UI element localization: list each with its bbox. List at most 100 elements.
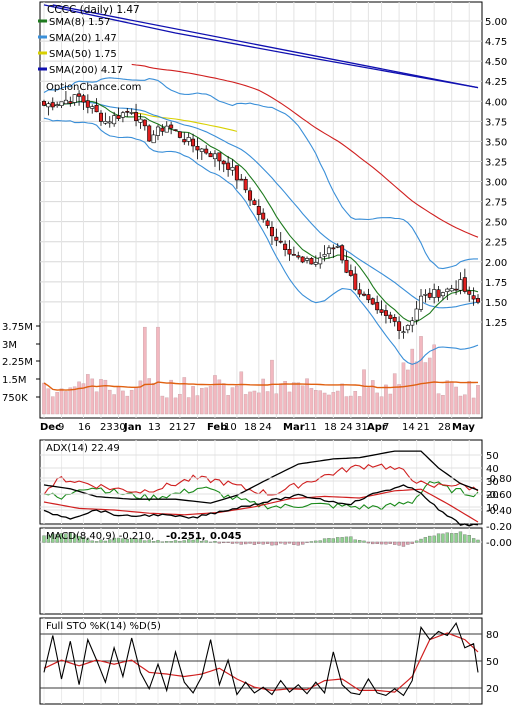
macd-histogram-bar <box>248 541 252 544</box>
macd-panel-tick-label: -0.60 <box>486 490 512 501</box>
volume-bar <box>463 394 467 415</box>
macd-histogram-bar <box>239 541 243 545</box>
price-tick-label: 4.75 <box>485 37 507 48</box>
candle-body <box>291 254 296 256</box>
volume-bar <box>77 381 81 415</box>
macd-histogram-bar <box>191 539 195 543</box>
price-tick-label: 3.50 <box>485 137 507 148</box>
volume-bar <box>217 379 222 415</box>
candle-body <box>414 308 419 321</box>
macd-histogram-bar <box>51 533 55 543</box>
volume-bar <box>94 391 99 415</box>
adx-panel-tick-label: 20 <box>486 490 499 501</box>
macd-histogram-bar <box>406 541 410 545</box>
candle-body <box>471 295 476 300</box>
candle-body <box>397 321 402 331</box>
candle-body <box>475 298 480 303</box>
candle-body <box>107 121 112 124</box>
macd-histogram-bar <box>450 533 454 543</box>
macd-histogram-bar <box>270 541 274 546</box>
candle-body <box>331 247 336 250</box>
macd-panel-tick-label: -0.00 <box>486 538 512 549</box>
macd-histogram-bar <box>147 539 151 543</box>
candle-body <box>138 118 143 123</box>
volume-bar <box>357 396 362 415</box>
macd-histogram-bar <box>151 541 156 543</box>
macd-histogram-bar <box>349 536 353 543</box>
volume-bar <box>296 382 301 415</box>
volume-bar <box>441 395 445 415</box>
macd-histogram-bar <box>230 541 235 544</box>
price-tick-label: 3.00 <box>485 178 507 189</box>
adx-panel-tick-label: 50 <box>486 451 499 462</box>
macd-histogram-bar <box>357 540 362 543</box>
macd-histogram-bar <box>235 541 239 544</box>
price-tick-label: 2.00 <box>485 258 507 269</box>
candle-body <box>375 302 380 311</box>
macd-histogram-bar <box>331 538 335 543</box>
candle-body <box>388 314 393 319</box>
macd-histogram-bar <box>213 541 217 543</box>
price-tick-label: 2.50 <box>485 218 507 229</box>
candle-body <box>462 277 467 292</box>
price-tick-label: 1.25 <box>485 318 507 329</box>
chart-title: CCCC (daily) 1.47 <box>47 4 140 16</box>
date-tick-label: 21 <box>169 422 182 433</box>
volume-bar <box>388 393 393 415</box>
candle-body <box>59 101 64 106</box>
volume-bar <box>471 397 476 415</box>
macd-histogram-bar <box>309 541 314 543</box>
candle-body <box>182 139 187 143</box>
adx-panel-tick-label: 40 <box>486 464 499 475</box>
date-tick-label: 21 <box>417 422 430 433</box>
volume-bar <box>436 393 441 415</box>
volume-bar <box>125 395 130 415</box>
macd-panel: -0.00 -0.20 -0.40 -0.60 -0.80 MACD(8,40,9) -0… <box>39 474 512 615</box>
candle-body <box>379 309 384 313</box>
volume-bar <box>186 397 191 415</box>
candle-body <box>405 325 410 331</box>
candle-body <box>348 270 353 276</box>
price-tick-label: 4.25 <box>485 77 507 88</box>
volume-tick-label: 2.25M <box>2 357 33 368</box>
sto-label: Full STO %K(14) %D(5) <box>46 621 161 632</box>
price-panel: 5.00 4.75 4.50 4.25 4.00 3.75 3.50 3.25 3.00 2.75… <box>2 1 507 419</box>
candle-body <box>116 115 121 119</box>
candle-body <box>50 102 55 108</box>
macd-histogram-bar <box>165 541 169 543</box>
macd-histogram-bar <box>200 540 204 543</box>
macd-histogram-value: 0.045 <box>210 531 242 542</box>
date-tick-label: 28 <box>438 422 451 433</box>
candle-body <box>265 220 270 226</box>
macd-histogram-bar <box>265 541 270 544</box>
candle-body <box>155 126 160 136</box>
date-tick-label: 13 <box>148 422 161 433</box>
candle-body <box>410 320 415 326</box>
macd-histogram-bar <box>471 538 476 543</box>
candle-body <box>164 125 169 133</box>
macd-histogram-bar <box>81 537 86 543</box>
volume-bar <box>292 382 296 415</box>
volume-bar <box>55 391 59 415</box>
macd-histogram-bar <box>121 538 125 543</box>
candle-body <box>85 100 90 108</box>
adx-line <box>43 450 479 504</box>
adx-panel-tick-label: 10 <box>486 503 499 514</box>
volume-bar <box>147 378 152 415</box>
candle-body <box>234 165 239 181</box>
candle-body <box>177 131 182 138</box>
candle-body <box>195 146 200 151</box>
candle-body <box>296 255 301 258</box>
upper-band-line <box>43 77 478 270</box>
macd-histogram-bar <box>116 537 121 543</box>
macd-histogram-bar <box>195 538 200 543</box>
macd-histogram-bar <box>414 540 419 543</box>
volume-bar <box>344 396 349 415</box>
macd-histogram-bar <box>55 534 59 543</box>
candle-body <box>217 152 222 162</box>
volume-bar <box>392 373 397 415</box>
macd-histogram-bar <box>138 539 143 543</box>
volume-bar <box>156 326 160 415</box>
